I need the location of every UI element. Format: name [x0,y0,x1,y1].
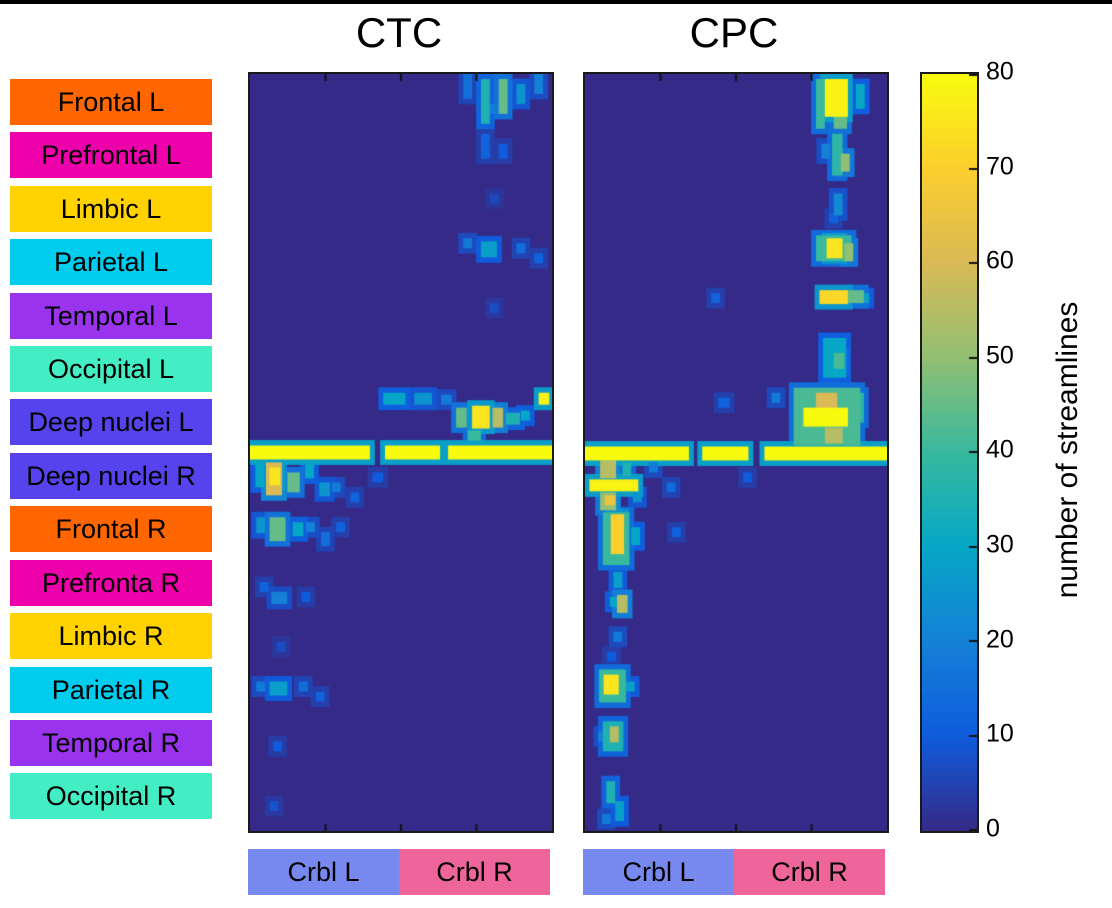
colorbar-tick-10: 10 [986,719,1014,748]
row-label-occipital-r: Occipital R [10,773,212,819]
cpc-title: CPC [689,9,779,56]
cpc-crbl-l-label: Crbl L [583,849,734,895]
row-label-temporal-l: Temporal L [10,293,212,339]
cpc-crbl-r-label: Crbl R [734,849,885,895]
colorbar-tick-50: 50 [986,341,1014,370]
row-label-frontal-l: Frontal L [10,79,212,125]
colorbar-axis-label: number of streamlines [1051,301,1084,599]
colorbar-canvas [920,72,979,833]
row-label-temporal-r: Temporal R [10,720,212,766]
ctc-heatmap-canvas [248,72,554,833]
row-label-deep-nuclei-l: Deep nuclei L [10,399,212,445]
ctc-crbl-l-label: Crbl L [248,849,399,895]
colorbar-tick-70: 70 [986,152,1014,181]
colorbar-tick-20: 20 [986,625,1014,654]
ctc-title: CTC [355,9,443,56]
row-label-occipital-l: Occipital L [10,346,212,392]
colorbar-tick-60: 60 [986,246,1014,275]
row-label-frontal-r: Frontal R [10,506,212,552]
row-label-limbic-l: Limbic L [10,186,212,232]
ctc-crbl-r-label: Crbl R [399,849,550,895]
row-label-deep-nuclei-r: Deep nuclei R [10,453,212,499]
colorbar-tick-80: 80 [986,57,1014,86]
colorbar-tick-30: 30 [986,530,1014,559]
cpc-heatmap-canvas [583,72,889,833]
row-label-parietal-l: Parietal L [10,239,212,285]
row-label-prefrontal-l: Prefrontal L [10,132,212,178]
row-label-parietal-r: Parietal R [10,667,212,713]
row-label-prefrontal-r: Prefronta R [10,560,212,606]
colorbar-tick-0: 0 [986,814,1000,843]
colorbar-tick-40: 40 [986,435,1014,464]
row-label-limbic-r: Limbic R [10,613,212,659]
